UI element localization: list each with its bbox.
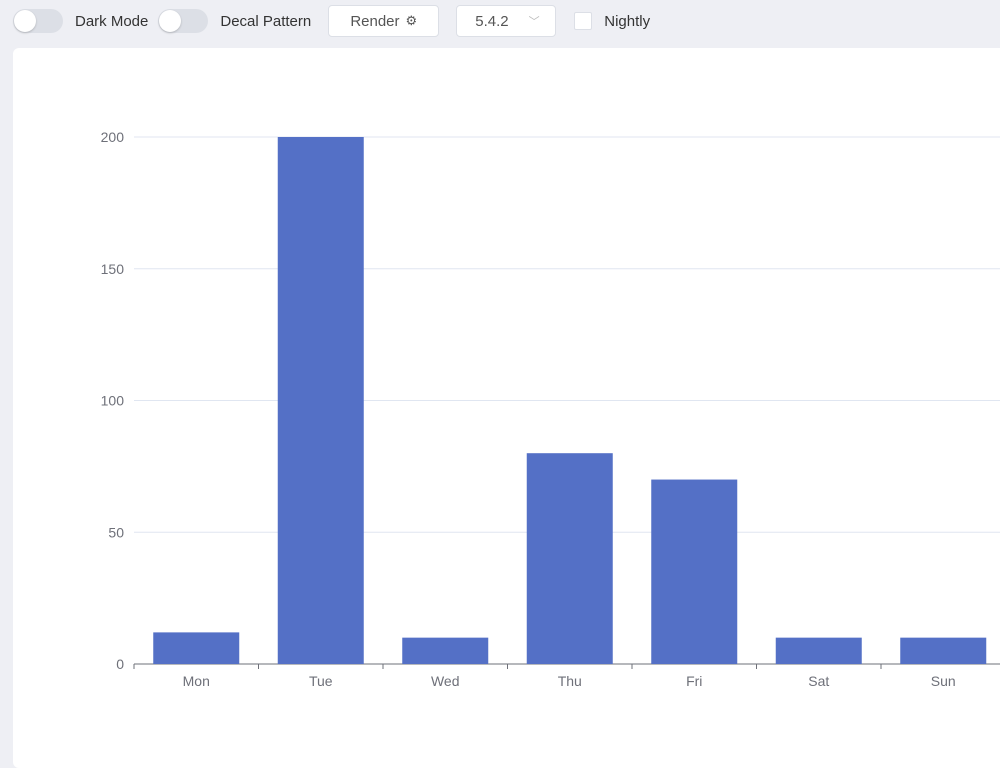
bar-chart: 0 50 100 150 200 Mon Tue Wed Thu Fri Sat Sun [101,129,1000,689]
x-tick-label: Wed [431,673,460,689]
nightly-checkbox[interactable] [574,12,593,30]
x-tick-label: Sat [808,673,829,689]
render-button[interactable]: Render ⚙ [328,5,440,37]
render-label: Render [350,12,400,30]
chevron-down-icon: ﹀ [528,16,540,28]
gear-icon: ⚙ [405,13,418,28]
x-tick-label: Fri [686,673,702,689]
bar-mon [153,632,240,664]
bar-sun [900,637,987,664]
decal-pattern-toggle[interactable] [158,9,209,33]
bar-thu [526,453,613,664]
y-tick-label: 100 [101,393,125,409]
x-tick-label: Mon [183,673,210,689]
dark-mode-toggle[interactable] [13,9,63,33]
bar-sat [775,637,862,664]
y-tick-label: 0 [116,656,124,672]
y-tick-label: 50 [108,524,124,540]
bar-tue [277,137,364,664]
toolbar: Dark Mode Decal Pattern Render ⚙ 5.4.2 ﹀… [0,0,1000,42]
x-tick-label: Thu [558,673,582,689]
bar-fri [651,479,738,664]
bar-wed [402,637,489,664]
decal-pattern-label: Decal Pattern [220,12,312,30]
y-tick-label: 150 [101,261,125,277]
y-tick-label: 200 [101,129,125,145]
version-select[interactable]: 5.4.2 ﹀ [456,5,557,37]
nightly-label: Nightly [604,12,651,30]
x-tick-label: Sun [931,673,956,689]
dark-mode-label: Dark Mode [75,12,149,30]
x-tick-label: Tue [309,673,333,689]
version-value: 5.4.2 [475,12,509,30]
